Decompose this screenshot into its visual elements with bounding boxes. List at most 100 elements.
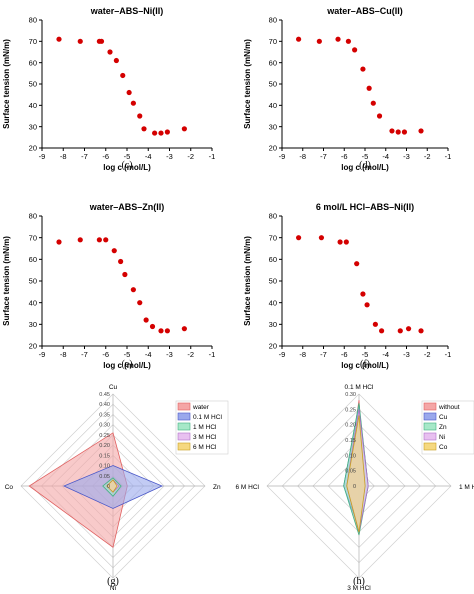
x-tick-label: -5 — [362, 350, 369, 359]
y-tick-label: 20 — [269, 342, 277, 351]
panel-title: water–ABS–Ni(II) — [90, 6, 164, 16]
radar-axis-label: 1 M HCl — [459, 484, 474, 491]
legend-label: Co — [439, 444, 448, 451]
data-point — [164, 129, 170, 135]
y-tick-label: 80 — [29, 16, 37, 25]
data-point — [77, 237, 83, 243]
radar-tick-label: 0.05 — [345, 469, 356, 475]
legend-swatch — [177, 402, 191, 411]
data-point — [111, 248, 117, 254]
data-point — [137, 300, 143, 306]
x-tick-label: -1 — [209, 152, 216, 161]
y-tick-label: 20 — [29, 144, 37, 153]
y-tick-label: 80 — [269, 16, 277, 25]
x-tick-label: -9 — [39, 350, 46, 359]
y-axis-label: Surface tension (mN/m) — [243, 39, 252, 129]
y-tick-label: 80 — [269, 212, 277, 221]
legend-label: Ni — [439, 434, 445, 441]
panel-caption: (c) — [121, 160, 132, 171]
x-tick-label: -8 — [299, 350, 306, 359]
y-tick-label: 40 — [269, 101, 277, 110]
x-tick-label: -7 — [81, 152, 88, 161]
radar-tick-label: 0 — [353, 484, 356, 490]
legend-label: Cu — [439, 414, 448, 421]
radar-tick-label: 0.30 — [99, 423, 110, 429]
panel-title: water–ABS–Cu(II) — [326, 6, 403, 16]
data-point — [126, 89, 132, 96]
radar-tick-label: 0.15 — [99, 453, 110, 459]
data-point — [405, 326, 412, 332]
data-point — [113, 57, 119, 64]
panel-title: water–ABS–Zn(II) — [89, 202, 165, 212]
radar-tick-label: 0.10 — [345, 453, 356, 459]
data-point — [118, 258, 124, 265]
data-point — [418, 328, 424, 334]
data-point — [56, 239, 62, 245]
radar-series-6-m-hcl — [106, 479, 118, 493]
radar-axis-label: 0.1 M HCl — [345, 384, 374, 391]
radar-tick-label: 0.25 — [345, 407, 356, 413]
data-point — [149, 323, 156, 330]
y-tick-label: 70 — [29, 233, 37, 242]
data-point — [360, 291, 366, 297]
radar-tick-label: 0 — [107, 484, 110, 490]
radar-axis-label: Zn — [213, 484, 221, 491]
x-tick-label: -9 — [39, 152, 46, 161]
data-point — [141, 126, 147, 132]
panel-caption: (d) — [359, 160, 371, 171]
data-point — [343, 239, 349, 245]
y-tick-label: 40 — [29, 298, 37, 307]
y-tick-label: 50 — [29, 80, 37, 89]
data-point — [335, 36, 341, 42]
x-tick-label: -2 — [424, 350, 431, 359]
x-tick-label: -3 — [403, 152, 410, 161]
data-point — [137, 113, 143, 119]
scatter-panel-0: water–ABS–Ni(II) 20 30 40 50 60 70 80 -9 -8 -7 -6 -5… — [2, 6, 215, 172]
radar-tick-label: 0.15 — [345, 438, 356, 444]
data-point — [152, 130, 158, 136]
y-tick-label: 60 — [269, 255, 277, 264]
data-point — [397, 328, 403, 334]
y-tick-label: 20 — [29, 342, 37, 351]
data-point — [181, 326, 187, 332]
x-tick-label: -3 — [166, 350, 173, 359]
legend-label: 6 M HCl — [193, 444, 217, 451]
radar-axis-label: 3 M HCl — [347, 585, 371, 592]
data-point — [77, 38, 83, 44]
data-point — [158, 328, 164, 334]
legend-swatch — [423, 402, 437, 411]
radar-tick-label: 0.20 — [345, 423, 356, 429]
x-tick-label: -6 — [102, 152, 109, 161]
scatter-panel-2: water–ABS–Zn(II) 20 30 40 50 60 70 80 -9 -8 -7 -6 -5… — [2, 202, 215, 370]
legend-swatch — [423, 422, 437, 431]
legend-label: water — [192, 404, 210, 411]
x-axis-label: log c (mol/L) — [103, 361, 151, 370]
radar-tick-label: 0.10 — [99, 464, 110, 470]
radar-tick-label: 0.20 — [99, 443, 110, 449]
radar-axis-label: Co — [5, 484, 14, 491]
radar-tick-label: 0.25 — [99, 433, 110, 439]
legend-swatch — [177, 412, 191, 421]
y-tick-label: 70 — [269, 37, 277, 46]
x-tick-label: -3 — [403, 350, 410, 359]
x-tick-label: -7 — [81, 350, 88, 359]
y-tick-label: 30 — [269, 122, 277, 131]
data-point — [296, 235, 302, 241]
x-tick-label: -5 — [362, 152, 369, 161]
y-tick-label: 80 — [29, 212, 37, 221]
data-point — [181, 126, 187, 132]
radar-axis-label: Cu — [109, 384, 118, 391]
radar-panel-1: 0 0.05 0.10 0.15 0.20 0.25 0.300.1 M HCl 1 M HC… — [236, 384, 474, 592]
y-tick-label: 70 — [29, 37, 37, 46]
y-tick-label: 30 — [269, 320, 277, 329]
panel-caption: (e) — [121, 359, 132, 370]
x-tick-label: -4 — [382, 350, 389, 359]
y-axis-label: Surface tension (mN/m) — [2, 39, 11, 129]
radar-tick-label: 0.35 — [99, 412, 110, 418]
y-tick-label: 50 — [269, 80, 277, 89]
y-tick-label: 40 — [269, 298, 277, 307]
data-point — [120, 72, 126, 79]
radar-axis-label: Ni — [110, 585, 116, 592]
x-tick-label: -6 — [341, 350, 348, 359]
legend-label: 0.1 M HCl — [193, 414, 222, 421]
